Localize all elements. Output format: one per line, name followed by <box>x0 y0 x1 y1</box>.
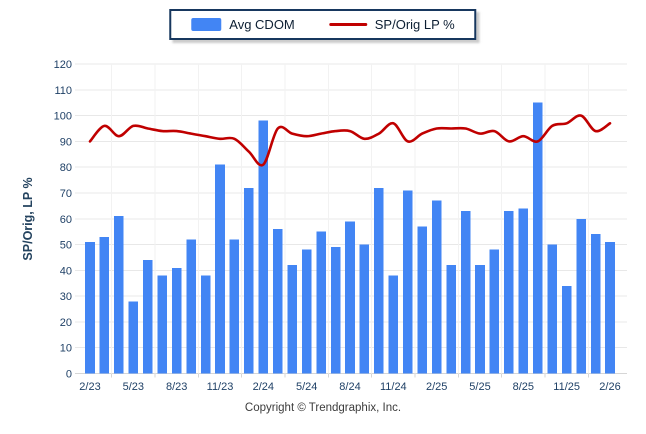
y-tick-label: 80 <box>60 162 72 174</box>
bar <box>287 265 298 374</box>
bar <box>200 275 211 374</box>
bar <box>229 239 240 374</box>
bar <box>576 218 586 374</box>
bar <box>489 249 500 374</box>
bar <box>402 190 413 374</box>
bar <box>504 211 514 374</box>
bar <box>244 187 254 374</box>
bar-series-swatch <box>191 18 222 31</box>
bar <box>258 120 269 374</box>
bar <box>605 241 615 374</box>
x-tick-label: 8/23 <box>166 381 187 393</box>
y-tick-label: 50 <box>60 240 72 252</box>
bar <box>518 208 529 374</box>
legend: Avg CDOM SP/Orig LP % <box>169 9 477 40</box>
bar <box>431 200 442 374</box>
bar <box>215 164 225 374</box>
x-tick-label: 5/25 <box>469 381 490 393</box>
x-tick-label: 2/26 <box>599 381 620 393</box>
bar <box>417 226 428 374</box>
y-tick-label: 90 <box>60 136 72 148</box>
legend-item-avg-cdom: Avg CDOM <box>191 17 295 32</box>
bar <box>157 275 168 374</box>
y-tick-label: 0 <box>66 369 72 381</box>
bar <box>272 229 283 374</box>
copyright-text: Copyright © Trendgraphix, Inc. <box>244 402 402 414</box>
bar <box>590 234 601 374</box>
x-tick-label: 2/25 <box>426 381 447 393</box>
bar <box>330 247 341 374</box>
bar <box>475 265 485 374</box>
bar <box>345 221 355 374</box>
x-axis-tick-labels: 2/23 5/23 8/23 11/23 2/24 5/24 8/24 11/24 2/25 5/… <box>79 381 620 393</box>
x-tick-label: 11/25 <box>553 381 580 393</box>
bar <box>128 301 139 374</box>
y-tick-label: 20 <box>60 317 72 329</box>
x-tick-label: 11/24 <box>380 381 407 393</box>
bar <box>142 260 153 374</box>
line-series-sp-orig-lp <box>88 114 612 167</box>
bar <box>316 231 326 374</box>
bar <box>561 285 572 374</box>
x-tick-label: 8/25 <box>513 381 534 393</box>
bar <box>85 241 95 374</box>
bar <box>359 244 370 374</box>
legend-label-avg-cdom: Avg CDOM <box>229 17 295 32</box>
y-tick-label: 30 <box>60 291 72 303</box>
y-tick-label: 40 <box>60 265 72 277</box>
bar <box>171 267 182 374</box>
y-tick-label: 110 <box>54 85 72 97</box>
x-tick-label: 5/24 <box>296 381 317 393</box>
bar <box>99 236 110 374</box>
vertical-gridlines <box>111 64 589 378</box>
bar <box>388 275 399 374</box>
y-tick-label: 10 <box>60 343 72 355</box>
bar-series-avg-cdom <box>85 102 615 374</box>
bar <box>186 239 196 374</box>
bar <box>374 187 384 374</box>
x-tick-label: 11/23 <box>207 381 234 393</box>
bar <box>532 102 543 374</box>
bar <box>547 244 558 374</box>
legend-item-sp-orig-lp: SP/Orig LP % <box>328 17 455 32</box>
x-tick-label: 5/23 <box>123 381 144 393</box>
bar <box>301 249 312 374</box>
x-tick-label: 2/24 <box>253 381 274 393</box>
y-tick-label: 60 <box>60 214 72 226</box>
legend-label-sp-orig-lp: SP/Orig LP % <box>374 17 455 32</box>
x-tick-label: 2/23 <box>79 381 100 393</box>
y-tick-label: 120 <box>54 59 72 71</box>
y-axis-title: SP/Orig, LP % <box>21 177 35 261</box>
y-tick-label: 100 <box>54 111 72 123</box>
y-tick-label: 70 <box>60 188 72 200</box>
bar <box>460 211 471 374</box>
x-tick-label: 8/24 <box>339 381 360 393</box>
line-series-swatch <box>328 23 367 26</box>
y-axis-tick-labels: 0 10 20 30 40 50 60 70 80 90 100 110 120 <box>54 59 72 381</box>
bar <box>114 216 124 374</box>
bar <box>446 265 456 374</box>
